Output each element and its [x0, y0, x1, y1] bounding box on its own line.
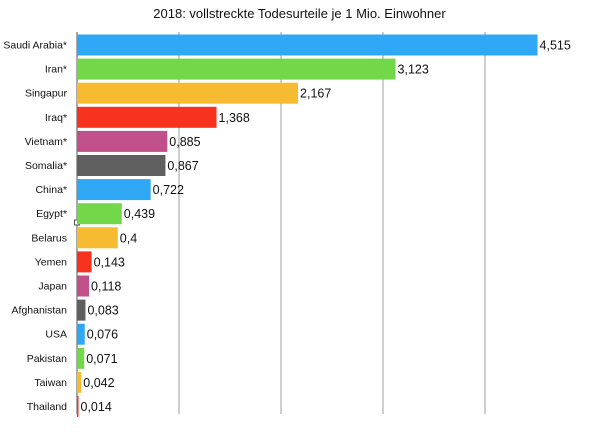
- bar: [77, 58, 396, 80]
- category-label: Taiwan: [34, 377, 67, 389]
- data-label: 3,123: [398, 63, 429, 77]
- data-label: 2,167: [300, 87, 331, 101]
- category-label: Vietnam*: [25, 136, 67, 148]
- bar: [77, 396, 79, 417]
- category-label: Somalia*: [25, 160, 67, 172]
- data-label: 0,071: [86, 352, 117, 366]
- category-label: Singapur: [25, 88, 68, 100]
- category-label: Egypt*: [36, 208, 67, 220]
- data-label: 0,042: [83, 376, 114, 390]
- data-label: 0,4: [120, 231, 137, 245]
- data-label: 1,368: [219, 111, 250, 125]
- data-label: 0,076: [87, 328, 118, 342]
- category-label: Yemen: [35, 256, 67, 268]
- labels: Saudi Arabia* 4,515 Iran* 3,123 Singapur 2,16…: [3, 39, 570, 415]
- bar: [77, 203, 122, 225]
- data-label: 0,083: [87, 304, 118, 318]
- bar: [77, 251, 92, 273]
- bar: [77, 155, 166, 176]
- chart-title: 2018: vollstreckte Todesurteile je 1 Mio…: [153, 6, 446, 21]
- category-label: Japan: [38, 281, 67, 293]
- bar: [77, 275, 90, 297]
- bar: [77, 299, 86, 321]
- bar: [77, 106, 217, 128]
- data-label: 0,439: [124, 207, 155, 221]
- data-label: 0,118: [91, 280, 121, 294]
- category-label: China*: [35, 184, 67, 196]
- bar: [77, 82, 299, 104]
- category-label: Afghanistan: [12, 305, 68, 317]
- bars: [77, 34, 538, 417]
- data-label: 0,014: [81, 400, 112, 414]
- bar: [77, 179, 151, 201]
- category-label: Thailand: [27, 401, 67, 413]
- category-label: Iran*: [45, 64, 67, 76]
- category-label: Saudi Arabia*: [3, 40, 67, 52]
- data-label: 0,867: [167, 159, 198, 173]
- bar: [77, 227, 118, 249]
- category-label: USA: [45, 329, 67, 341]
- category-label: Pakistan: [27, 353, 67, 365]
- bar: [77, 34, 538, 56]
- bar: [77, 371, 82, 393]
- data-label: 0,885: [169, 135, 200, 149]
- data-label: 0,143: [94, 255, 125, 269]
- bar: [77, 347, 85, 369]
- category-label: Belarus: [31, 232, 67, 244]
- bar: [77, 323, 85, 345]
- bar: [77, 130, 168, 152]
- data-label: 0,722: [153, 183, 184, 197]
- category-label: Iraq*: [45, 112, 67, 124]
- data-label: 4,515: [540, 39, 571, 53]
